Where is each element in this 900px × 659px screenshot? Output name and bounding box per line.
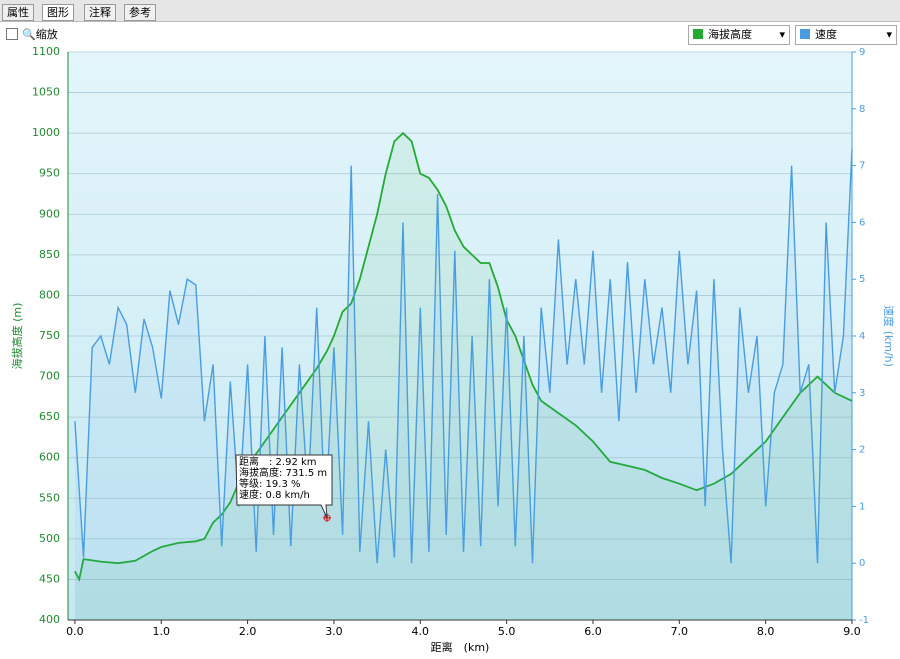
series-line: [74, 131, 853, 583]
y2-tick-label: 1: [859, 501, 865, 512]
y-tick-label: 450: [39, 572, 60, 585]
tab-bar: [0, 0, 900, 22]
x-tick-label: 7.0: [671, 625, 689, 638]
y-tick-label: 950: [39, 167, 60, 180]
y2-tick-label: 2: [859, 445, 865, 456]
tab[interactable]: 注释: [84, 4, 116, 21]
zoom-label[interactable]: 🔍缩放: [22, 28, 58, 41]
legend-swatch: [693, 29, 703, 39]
y-tick-label: 650: [39, 410, 60, 423]
y2-tick-label: 6: [859, 217, 865, 228]
y-tick-label: 400: [39, 613, 60, 626]
legend-dropdown[interactable]: 海拔高度 ▾: [688, 25, 790, 45]
x-tick-label: 2.0: [239, 625, 257, 638]
legend-swatch: [800, 29, 810, 39]
y-tick-label: 800: [39, 288, 60, 301]
y2-tick-label: 0: [859, 558, 865, 569]
x-axis-label: 距离 (km): [431, 640, 490, 654]
y-tick-label: 1000: [32, 126, 60, 139]
series-line: [74, 148, 853, 564]
y-tick-label: 850: [39, 248, 60, 261]
y2-tick-label: 7: [859, 161, 865, 172]
x-tick-label: 1.0: [153, 625, 171, 638]
y-tick-label: 750: [39, 329, 60, 342]
checkbox[interactable]: [6, 28, 18, 40]
legend-dropdown[interactable]: 速度 ▾: [795, 25, 897, 45]
tooltip-line: 距离 : 2.92 km: [239, 455, 317, 468]
y2-tick-label: -1: [859, 615, 869, 626]
y-tick-label: 500: [39, 532, 60, 545]
y-tick-label: 550: [39, 491, 60, 504]
x-tick-label: 6.0: [584, 625, 602, 638]
x-tick-label: 5.0: [498, 625, 516, 638]
tooltip-line: 速度: 0.8 km/h: [239, 488, 310, 501]
y2-tick-label: 9: [859, 47, 865, 58]
x-tick-label: 9.0: [843, 625, 861, 638]
x-tick-label: 4.0: [412, 625, 430, 638]
y2-tick-label: 8: [859, 104, 865, 115]
legend-label: 速度: [815, 28, 837, 41]
y2-tick-label: 4: [859, 331, 865, 342]
y-tick-label: 600: [39, 451, 60, 464]
y2-tick-label: 3: [859, 388, 865, 399]
x-tick-label: 0.0: [66, 625, 84, 638]
zoom-text: 缩放: [35, 28, 58, 41]
y-axis-label: 海拔高度 (m): [10, 303, 24, 370]
y2-axis-label: 速度 (km/h): [882, 305, 896, 367]
tab[interactable]: 图形: [42, 4, 74, 21]
y-tick-label: 700: [39, 370, 60, 383]
tab[interactable]: 属性: [2, 4, 34, 21]
y2-tick-label: 5: [859, 274, 865, 285]
y-tick-label: 1050: [32, 86, 60, 99]
tooltip-line: 海拔高度: 731.5 m: [239, 466, 327, 479]
tab[interactable]: 参考: [124, 4, 156, 21]
x-tick-label: 8.0: [757, 625, 775, 638]
tooltip-line: 等级: 19.3 %: [239, 477, 301, 490]
y-tick-label: 1100: [32, 47, 60, 58]
tooltip-box: [235, 454, 333, 518]
x-tick-label: 3.0: [325, 625, 343, 638]
y-tick-label: 900: [39, 207, 60, 220]
chart: 4004505005506006507007508008509009501000…: [10, 47, 896, 654]
legend-label: 海拔高度: [708, 28, 752, 41]
